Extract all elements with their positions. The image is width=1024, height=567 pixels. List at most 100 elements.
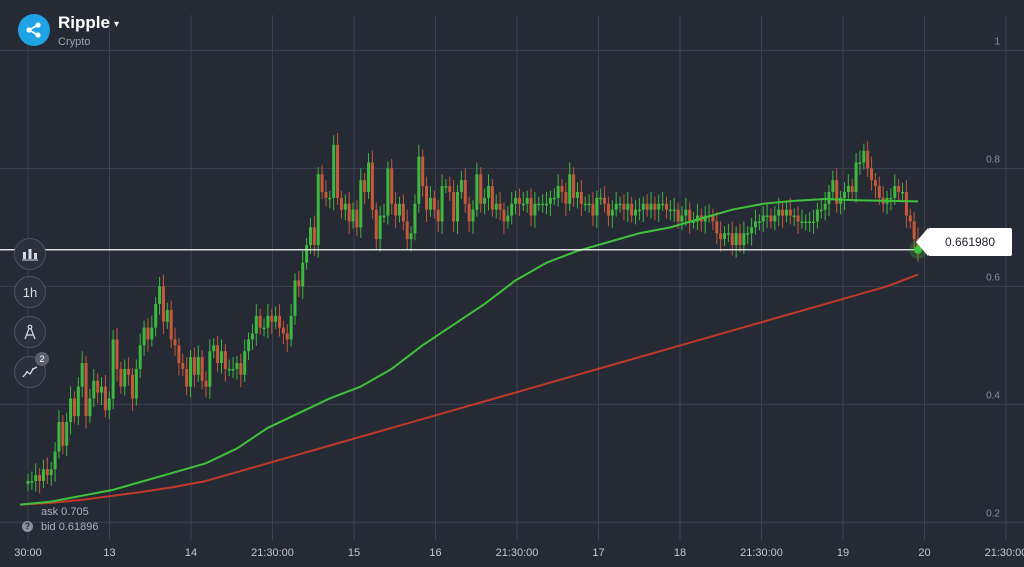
candle-body bbox=[308, 227, 312, 246]
candle-body bbox=[390, 168, 394, 204]
candle-body bbox=[177, 345, 181, 364]
candle-body bbox=[107, 398, 111, 411]
candle-body bbox=[274, 315, 278, 322]
candle-body bbox=[877, 186, 881, 198]
candle-body bbox=[219, 351, 223, 364]
candle-body bbox=[49, 469, 53, 476]
candle-body bbox=[684, 209, 688, 216]
candle-body bbox=[41, 469, 45, 482]
candle-body bbox=[216, 345, 220, 364]
candle-body bbox=[483, 197, 487, 204]
candle-body bbox=[715, 221, 719, 234]
candle-body bbox=[115, 339, 119, 369]
candle-body bbox=[475, 174, 479, 210]
candle-body bbox=[278, 315, 282, 328]
candle-body bbox=[777, 209, 781, 216]
candle-body bbox=[88, 398, 92, 417]
candle-body bbox=[444, 186, 448, 188]
asset-name[interactable]: Ripple bbox=[58, 13, 110, 32]
candle-body bbox=[564, 191, 568, 204]
indicators-icon bbox=[22, 366, 38, 378]
candle-body bbox=[127, 368, 131, 375]
x-tick-label: 16 bbox=[429, 547, 441, 559]
candle-body bbox=[773, 215, 777, 222]
candle-body bbox=[649, 203, 653, 210]
candle-body bbox=[901, 191, 905, 194]
candle-body bbox=[235, 363, 239, 369]
drawing-tools-button[interactable] bbox=[14, 316, 46, 348]
x-tick-label: 15 bbox=[348, 547, 360, 559]
candle-body bbox=[397, 203, 401, 216]
candle-body bbox=[336, 144, 340, 198]
candle-body bbox=[545, 203, 549, 206]
candle-body bbox=[479, 174, 483, 204]
x-tick-label: 21:30:00 bbox=[740, 547, 783, 559]
candle-body bbox=[498, 203, 502, 210]
candle-body bbox=[726, 233, 730, 235]
candle-body bbox=[355, 209, 359, 228]
candle-body bbox=[359, 180, 363, 228]
candle-body bbox=[61, 422, 65, 446]
candle-body bbox=[750, 227, 754, 234]
candle-body bbox=[490, 186, 494, 210]
x-tick-label: 21:30:00 bbox=[251, 547, 294, 559]
chart-type-button[interactable] bbox=[14, 238, 46, 270]
candle-body bbox=[154, 304, 158, 328]
candle-body bbox=[316, 174, 320, 246]
candle-body bbox=[614, 203, 618, 210]
timeframe-button[interactable]: 1h bbox=[14, 276, 46, 308]
candle-body bbox=[850, 186, 854, 192]
fast-moving-average-line bbox=[19, 198, 919, 506]
candle-body bbox=[521, 203, 525, 206]
candle-body bbox=[378, 215, 382, 240]
candle-body bbox=[788, 209, 792, 216]
candle-body bbox=[158, 286, 162, 305]
candle-body bbox=[53, 451, 57, 470]
candle-body bbox=[812, 221, 816, 223]
candle-body bbox=[320, 174, 324, 192]
candle-body bbox=[394, 203, 398, 216]
candle-body bbox=[815, 209, 819, 222]
candle-body bbox=[572, 174, 576, 198]
candle-body bbox=[123, 368, 127, 387]
x-tick-label: 20 bbox=[918, 547, 930, 559]
asset-category: Crypto bbox=[58, 36, 91, 48]
y-tick-label: 0.2 bbox=[986, 508, 1000, 519]
candle-body bbox=[525, 197, 529, 204]
candle-body bbox=[668, 209, 672, 212]
indicators-button[interactable]: 2 bbox=[14, 352, 49, 388]
candle-body bbox=[591, 203, 595, 216]
candle-body bbox=[784, 209, 788, 216]
candle-body bbox=[711, 215, 715, 222]
candle-body bbox=[297, 280, 301, 287]
candle-body bbox=[606, 203, 610, 216]
candle-body bbox=[285, 333, 289, 340]
candle-body bbox=[38, 475, 42, 482]
chevron-down-icon[interactable]: ▾ bbox=[114, 19, 120, 30]
candle-body bbox=[676, 209, 680, 222]
candle-body bbox=[552, 197, 556, 200]
y-tick-label: 1 bbox=[994, 36, 1000, 47]
candle-body bbox=[181, 363, 185, 369]
candle-body bbox=[189, 357, 193, 387]
current-price-pointer bbox=[916, 228, 928, 256]
candle-body bbox=[382, 215, 386, 218]
candle-body bbox=[196, 357, 200, 375]
candle-body bbox=[533, 203, 537, 216]
candle-body bbox=[130, 374, 134, 399]
candle-body bbox=[583, 203, 587, 206]
candle-body bbox=[471, 209, 475, 222]
candle-body bbox=[65, 422, 69, 446]
candle-body bbox=[339, 197, 343, 210]
candle-body bbox=[908, 215, 912, 222]
candle-body bbox=[142, 327, 146, 346]
candle-body bbox=[796, 215, 800, 222]
candle-body bbox=[247, 339, 251, 352]
candle-body bbox=[239, 363, 243, 375]
candle-body bbox=[873, 180, 877, 187]
candle-body bbox=[870, 168, 874, 181]
help-icon[interactable]: ? bbox=[22, 521, 33, 532]
candle-body bbox=[96, 380, 100, 393]
candle-body bbox=[823, 203, 827, 210]
